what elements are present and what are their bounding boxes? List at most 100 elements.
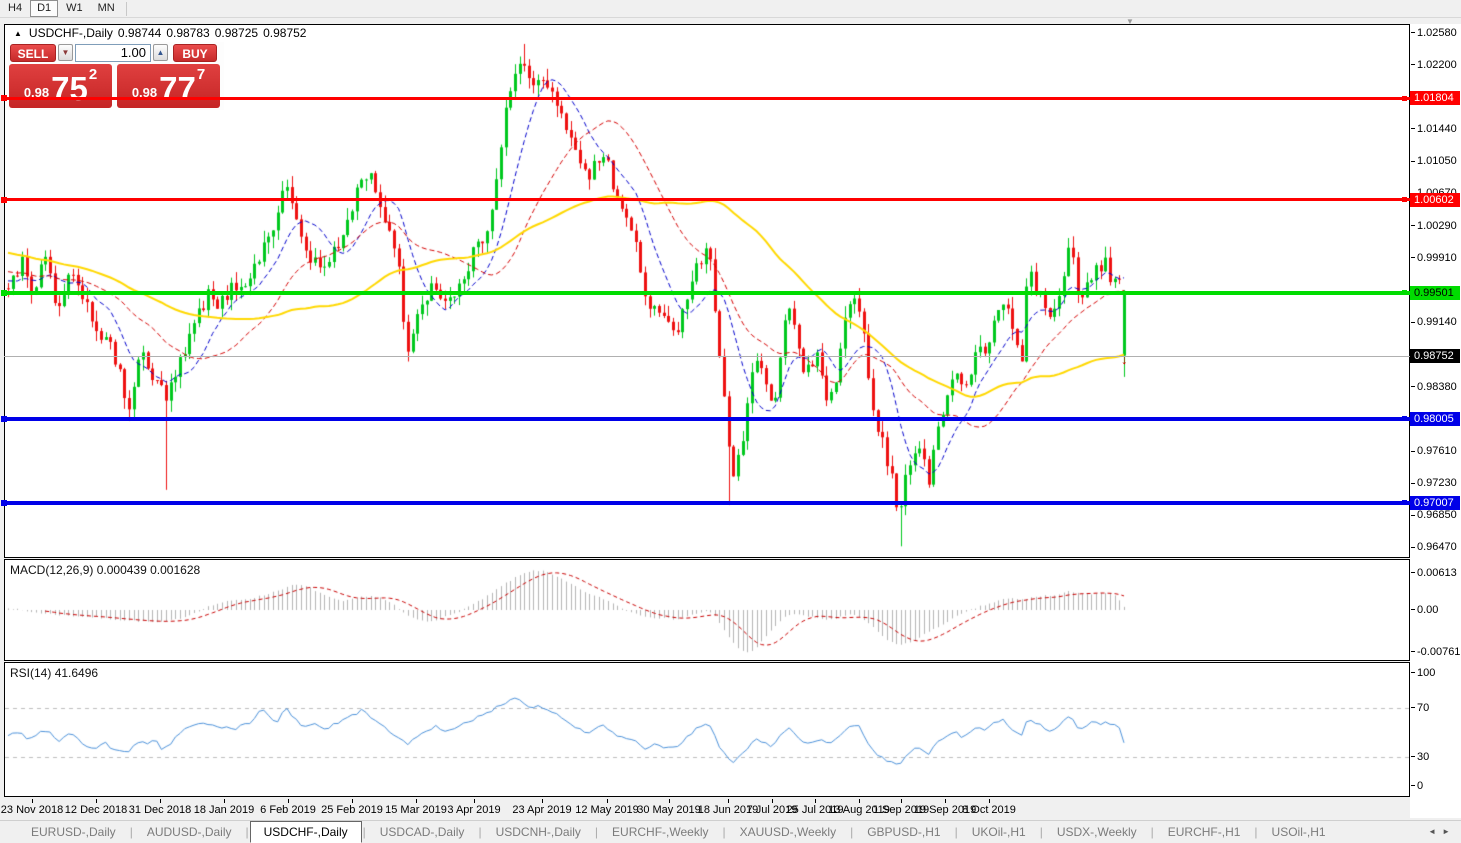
tab-usdx-weekly[interactable]: USDX-,Weekly <box>1056 825 1137 839</box>
price-axis-tick: 1.02200 <box>1411 59 1457 72</box>
volume-decrease-button[interactable]: ▼ <box>58 44 73 61</box>
collapse-triangle-icon[interactable]: ▲ <box>14 28 22 38</box>
hline-price-label: 1.00602 <box>1410 192 1460 207</box>
date-axis-label: 12 Dec 2018 <box>64 804 128 816</box>
ohlc-close: 0.98752 <box>263 26 307 40</box>
timeframe-button-mn[interactable]: MN <box>97 2 115 14</box>
tab-gbpusd-h1[interactable]: GBPUSD-,H1 <box>867 825 941 839</box>
tab-separator: | <box>954 825 958 839</box>
date-axis-label: 7 Jul 2019 <box>746 804 798 816</box>
symbol-period-label: USDCHF-,Daily <box>28 26 113 40</box>
date-tick <box>669 799 670 803</box>
date-axis-label: 6 Feb 2019 <box>260 804 316 816</box>
line-endpoint-marker[interactable] <box>1402 290 1407 296</box>
date-axis-label: 15 Mar 2019 <box>385 804 447 816</box>
hline-price-label: 0.99501 <box>1410 285 1460 300</box>
date-axis-label: 23 Apr 2019 <box>512 804 572 816</box>
tab-separator: | <box>594 825 599 839</box>
price-axis-tick: 0.97230 <box>1411 477 1457 490</box>
line-endpoint-marker[interactable] <box>1 415 7 422</box>
date-tick <box>416 799 417 803</box>
line-endpoint-marker[interactable] <box>1 95 7 102</box>
date-axis-label: 30 May 2019 <box>637 804 701 816</box>
macd-label: MACD(12,26,9) 0.000439 0.001628 <box>10 563 201 577</box>
rsi-canvas[interactable] <box>5 663 1409 796</box>
rsi-value: 41.6496 <box>54 666 99 680</box>
chart-title: ▲ USDCHF-,Daily 0.98744 0.98783 0.98725 … <box>14 26 306 40</box>
sell-price-box[interactable]: 0.98 75 2 <box>9 64 112 108</box>
volume-input[interactable] <box>75 43 151 62</box>
indicator-axis-tick: 100 <box>1411 667 1435 680</box>
line-endpoint-marker[interactable] <box>1 499 7 506</box>
tab-audusd-daily[interactable]: AUDUSD-,Daily <box>146 825 232 839</box>
tab-ukoil-h1[interactable]: UKOil-,H1 <box>971 825 1026 839</box>
timeframe-button-d1[interactable]: D1 <box>30 0 59 17</box>
indicator-axis-tick: -0.00761 <box>1411 646 1460 659</box>
line-endpoint-marker[interactable] <box>1402 197 1407 203</box>
buy-button[interactable]: BUY <box>173 43 217 62</box>
ohlc-low: 0.98725 <box>214 26 259 40</box>
hline-price-label: 1.01804 <box>1410 91 1460 106</box>
tab-scroll-right-icon[interactable]: ► <box>1442 827 1456 836</box>
price-axis-tick: 1.00290 <box>1411 220 1457 233</box>
line-endpoint-marker[interactable] <box>1 196 7 203</box>
price-axis-tick: 0.98380 <box>1411 381 1457 394</box>
horizontal-line-1.00602[interactable] <box>4 198 1410 202</box>
tab-usdchf-daily[interactable]: USDCHF-,Daily <box>249 821 362 843</box>
macd-value-1: 0.000439 <box>96 563 147 577</box>
tab-usdcnh-daily[interactable]: USDCNH-,Daily <box>495 825 581 839</box>
tab-eurusd-daily[interactable]: EURUSD-,Daily <box>31 825 116 839</box>
tab-usdcad-daily[interactable]: USDCAD-,Daily <box>379 825 465 839</box>
tab-scroll-arrows[interactable]: ◄► <box>1428 827 1456 836</box>
buy-price-pips: 7 <box>196 66 206 83</box>
line-endpoint-marker[interactable] <box>1402 416 1407 422</box>
macd-canvas[interactable] <box>5 560 1409 660</box>
date-tick <box>96 799 97 803</box>
date-axis-label: 3 Apr 2019 <box>447 804 501 816</box>
timeframe-button-w1[interactable]: W1 <box>66 2 83 14</box>
line-endpoint-marker[interactable] <box>1402 95 1407 101</box>
date-axis-label: 1 Sep 2019 <box>872 804 930 816</box>
tab-xauusd-weekly[interactable]: XAUUSD-,Weekly <box>739 825 837 839</box>
price-axis-tick: 0.96850 <box>1411 509 1457 522</box>
date-axis-label: 19 Sep 2019 <box>913 804 977 816</box>
horizontal-line-0.98005[interactable] <box>4 416 1410 421</box>
chart-shift-marker-icon: ▼ <box>1126 17 1134 26</box>
price-axis-tick: 0.99140 <box>1411 316 1457 329</box>
date-axis-label: 13 Aug 2019 <box>828 804 890 816</box>
sell-button[interactable]: SELL <box>10 43 56 62</box>
date-tick <box>989 799 990 803</box>
date-tick <box>607 799 608 803</box>
horizontal-line-1.01804[interactable] <box>4 96 1410 100</box>
price-axis-tick: 1.01050 <box>1411 155 1457 168</box>
tab-eurchf-weekly[interactable]: EURCHF-,Weekly <box>612 825 709 839</box>
tab-eurchf-h1[interactable]: EURCHF-,H1 <box>1167 825 1241 839</box>
sell-arrow-icon: ↓ <box>1121 352 1128 367</box>
date-tick <box>945 799 946 803</box>
timeframe-button-h4[interactable]: H4 <box>8 2 23 14</box>
horizontal-line-0.97007[interactable] <box>4 500 1410 505</box>
tab-separator: | <box>722 825 726 839</box>
macd-indicator-pane[interactable] <box>4 559 1410 661</box>
tab-separator: | <box>850 825 854 839</box>
tab-separator: | <box>1254 825 1258 839</box>
tab-separator: | <box>478 825 482 839</box>
rsi-label: RSI(14) 41.6496 <box>10 666 99 680</box>
date-axis-label: 12 May 2019 <box>575 804 639 816</box>
line-endpoint-marker[interactable] <box>1 289 7 296</box>
price-axis-tick: 1.02580 <box>1411 27 1457 40</box>
buy-price-box[interactable]: 0.98 77 7 <box>117 64 220 108</box>
tab-scroll-left-icon[interactable]: ◄ <box>1428 827 1443 836</box>
date-axis-label: 31 Dec 2018 <box>128 804 192 816</box>
date-tick <box>815 799 816 803</box>
volume-increase-button[interactable]: ▲ <box>153 44 168 61</box>
rsi-indicator-pane[interactable] <box>4 662 1410 797</box>
tab-usoil-h1[interactable]: USOil-,H1 <box>1271 825 1326 839</box>
indicator-axis-tick: 0 <box>1411 780 1423 793</box>
date-tick <box>542 799 543 803</box>
date-axis-label: 23 Nov 2018 <box>0 804 64 816</box>
horizontal-line-0.99501[interactable] <box>4 290 1410 295</box>
date-tick <box>32 799 33 803</box>
line-endpoint-marker[interactable] <box>1402 500 1407 506</box>
